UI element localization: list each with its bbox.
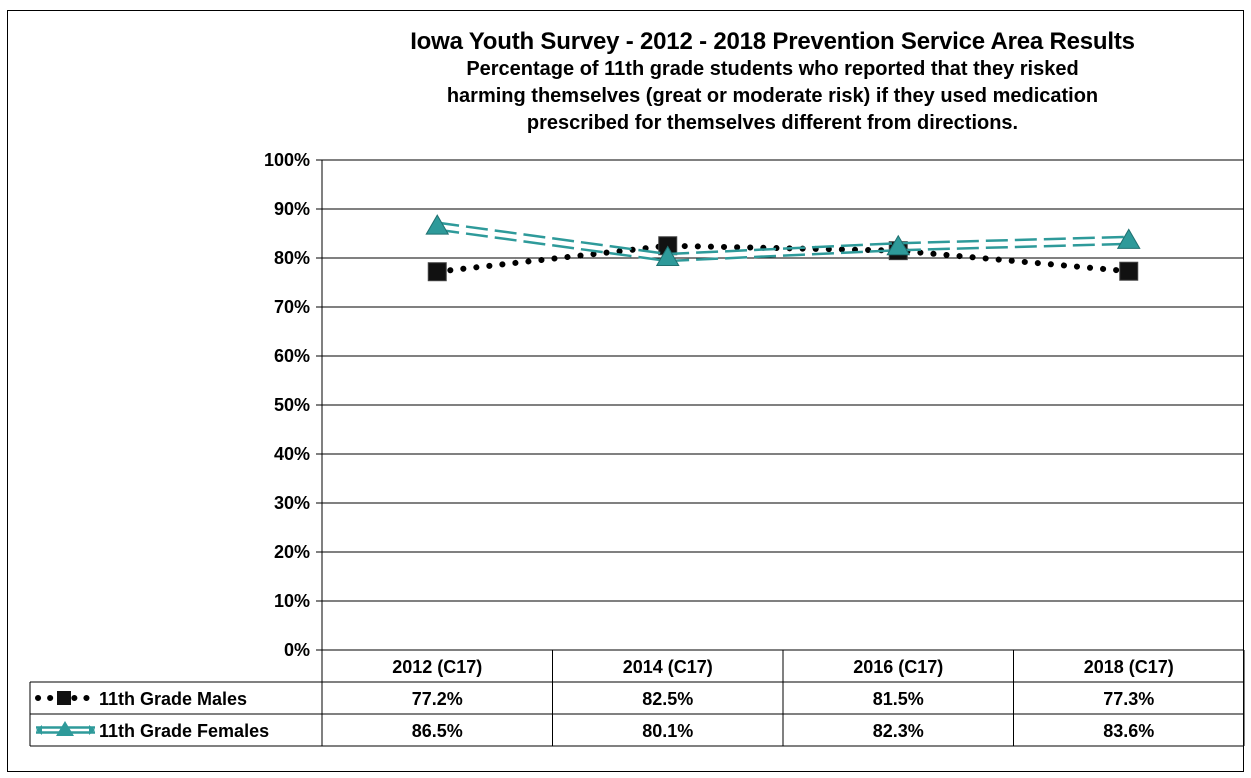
y-tick-label: 10% bbox=[274, 591, 310, 611]
data-point-males bbox=[1119, 261, 1139, 281]
y-tick-label: 0% bbox=[284, 640, 310, 660]
chart-subtitle-line-3: prescribed for themselves different from… bbox=[526, 112, 1019, 134]
series-line-males bbox=[434, 242, 1132, 275]
legend-key-marker-females bbox=[56, 721, 74, 736]
legend-key-cap-left bbox=[36, 725, 42, 735]
chart-title: Iowa Youth Survey - 2012 - 2018 Preventi… bbox=[410, 28, 1135, 55]
y-tick-label: 50% bbox=[274, 395, 310, 415]
chart-frame bbox=[7, 10, 1244, 772]
data-value-label: 82.3% bbox=[873, 721, 924, 741]
series-line-females-1 bbox=[437, 221, 1129, 256]
y-tick-label: 60% bbox=[274, 346, 310, 366]
data-point-males bbox=[427, 262, 447, 282]
legend-key-marker-males bbox=[57, 691, 71, 705]
x-category-label: 2018 (C17) bbox=[1084, 657, 1174, 677]
chart-subtitle-line-2: harming themselves (great or moderate ri… bbox=[446, 85, 1099, 107]
data-value-label: 83.6% bbox=[1103, 721, 1154, 741]
data-point-females bbox=[1116, 228, 1141, 249]
legend-key-cap-right bbox=[89, 725, 95, 735]
x-category-label: 2016 (C17) bbox=[853, 657, 943, 677]
y-tick-label: 90% bbox=[274, 199, 310, 219]
series-line-females-2 bbox=[437, 228, 1129, 263]
y-tick-label: 70% bbox=[274, 297, 310, 317]
data-value-label: 81.5% bbox=[873, 689, 924, 709]
data-value-label: 77.3% bbox=[1103, 689, 1154, 709]
x-category-label: 2014 (C17) bbox=[623, 657, 713, 677]
y-tick-label: 20% bbox=[274, 542, 310, 562]
data-value-label: 86.5% bbox=[412, 721, 463, 741]
data-value-label: 77.2% bbox=[412, 689, 463, 709]
y-tick-label: 80% bbox=[274, 248, 310, 268]
y-tick-label: 40% bbox=[274, 444, 310, 464]
data-value-label: 80.1% bbox=[642, 721, 693, 741]
chart-subtitle-line-1: Percentage of 11th grade students who re… bbox=[466, 58, 1079, 80]
legend-label: 11th Grade Males bbox=[99, 689, 247, 709]
chart-title-block: Iowa Youth Survey - 2012 - 2018 Preventi… bbox=[300, 28, 1245, 137]
data-value-label: 82.5% bbox=[642, 689, 693, 709]
legend-label: 11th Grade Females bbox=[99, 721, 269, 741]
x-category-label: 2012 (C17) bbox=[392, 657, 482, 677]
y-tick-label: 30% bbox=[274, 493, 310, 513]
data-point-females bbox=[655, 245, 680, 267]
data-point-females bbox=[886, 234, 911, 256]
y-tick-label: 100% bbox=[264, 150, 310, 170]
data-point-females bbox=[425, 214, 450, 235]
